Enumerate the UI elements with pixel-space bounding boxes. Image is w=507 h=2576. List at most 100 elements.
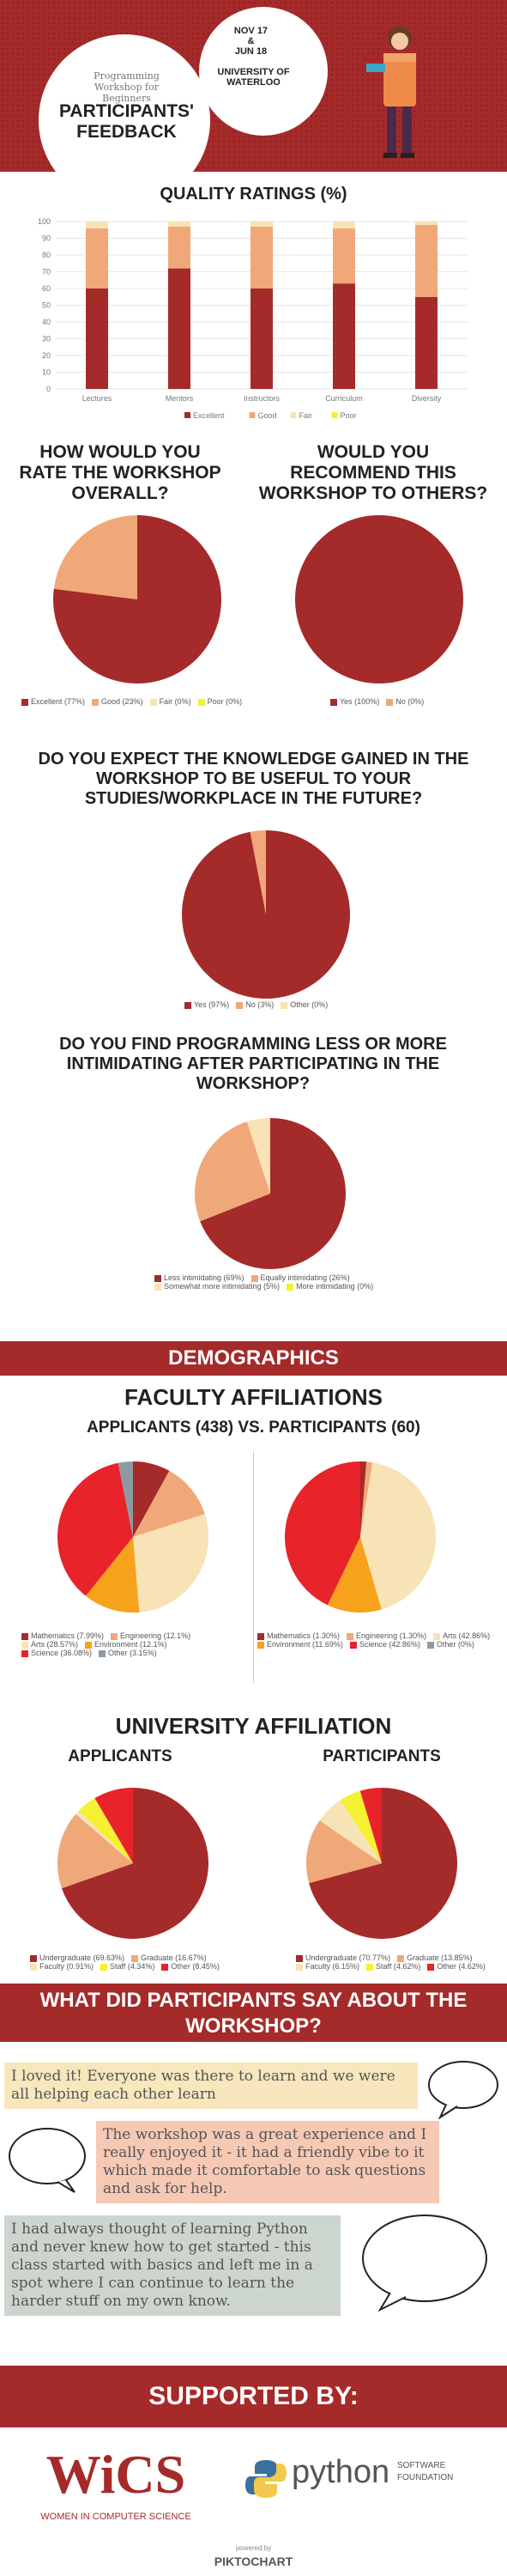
pie-slice [133, 1461, 170, 1537]
legend-label: Staff (4.34%) [110, 1962, 155, 1971]
legend-swatch [366, 1963, 374, 1971]
legend-item: Other (3.15%) [99, 1649, 157, 1657]
pie-slice [250, 830, 266, 914]
legend-swatch [111, 1632, 118, 1640]
y-tick-label: 70 [42, 268, 51, 276]
bar-good [168, 226, 190, 269]
legend-label: Other (0%) [436, 1640, 474, 1649]
legend-item: More intimidating (0%) [287, 1282, 373, 1291]
speech-bubble-icon [9, 2128, 86, 2193]
legend-label: Yes (100%) [340, 697, 380, 706]
bar-good [415, 224, 438, 297]
bar-excellent [86, 289, 108, 389]
legend-label: Less intimidating (69%) [164, 1273, 244, 1282]
legend-swatch [257, 1641, 264, 1649]
useful-title: DO YOU EXPECT THE KNOWLEDGE GAINED IN TH… [38, 750, 469, 808]
legend-label: Somewhat more intimidating (5%) [164, 1282, 281, 1291]
legend-swatch [21, 1641, 28, 1649]
header-university-2: WATERLOO [226, 77, 281, 88]
speech-bubble-icon [362, 2215, 487, 2312]
legend-item: Arts (28.57%) [21, 1640, 78, 1649]
y-tick-label: 50 [42, 301, 51, 310]
x-tick-label: Instructors [244, 394, 281, 403]
pie-slice [359, 1788, 382, 1863]
pie-slice [61, 1788, 209, 1939]
bar-excellent [168, 268, 190, 389]
legend-label: Equally intimidating (26%) [260, 1273, 350, 1282]
legend-label: Environment (12.1%) [94, 1640, 167, 1649]
legend-label: Fair (0%) [159, 697, 191, 706]
legend-label: Yes (97%) [194, 1000, 230, 1009]
legend-label: Mathematics (7.99%) [31, 1631, 105, 1640]
wics-logo-text: WiCS [45, 2444, 186, 2505]
legend-swatch [296, 1954, 303, 1962]
legend-label: Graduate (13.85%) [407, 1953, 473, 1962]
legend-swatch [397, 1954, 405, 1962]
legend-item: Other (0%) [281, 1000, 328, 1009]
quote-1: I loved it! Everyone was there to learn … [4, 2063, 418, 2109]
legend-item: Arts (42.86%) [433, 1631, 490, 1640]
legend-swatch [184, 1001, 191, 1009]
faculty-applicants-pie [57, 1461, 209, 1613]
bar-fair [86, 222, 108, 228]
legend-swatch [92, 698, 100, 706]
legend-swatch [149, 698, 157, 706]
legend-label: Poor [341, 411, 357, 420]
header-date-1: NOV 17 [233, 26, 269, 36]
legend-label: More intimidating (0%) [296, 1282, 374, 1291]
legend-swatch [290, 412, 297, 418]
x-tick-label: Mentors [166, 394, 194, 403]
legend-label: Other (4.62%) [437, 1962, 486, 1971]
legend-label: Arts (28.57%) [31, 1640, 79, 1649]
legend-item: Environment (12.1%) [85, 1640, 167, 1649]
title-circle [39, 34, 210, 206]
intimidating-title: DO YOU FIND PROGRAMMING LESS OR MORE INT… [59, 1035, 447, 1093]
legend-item: Yes (97%) [184, 1000, 229, 1009]
legend-item: Graduate (13.85%) [397, 1953, 473, 1962]
bar-excellent [415, 296, 438, 389]
legend-item: Science (36.08%) [21, 1649, 92, 1657]
pie-slice [319, 1800, 382, 1863]
pie-slice [78, 1798, 133, 1863]
y-tick-label: 10 [42, 368, 51, 377]
supported-banner: SUPPORTED BY: [0, 2366, 507, 2427]
y-tick-label: 20 [42, 351, 51, 360]
legend-swatch [257, 1632, 264, 1640]
header-title-line1: PARTICIPANTS' [58, 101, 195, 121]
pie-slice [295, 515, 463, 683]
pie-slice [200, 1118, 346, 1269]
pie-slice [360, 1461, 373, 1537]
legend-swatch [287, 1283, 294, 1291]
y-tick-label: 100 [38, 217, 51, 226]
legend-swatch [21, 698, 28, 706]
legend-item: Undergraduate (70.77%) [296, 1953, 390, 1962]
header-university-1: UNIVERSITY OF [217, 67, 290, 77]
powered-by-label: powered by [235, 2544, 272, 2552]
applicants-title: APPLICANTS [68, 1747, 172, 1765]
y-tick-label: 60 [42, 284, 51, 293]
legend-item: Mathematics (7.99%) [21, 1631, 104, 1640]
legend-swatch [250, 1274, 258, 1282]
legend-item: No (0%) [386, 697, 424, 706]
legend-label: Good [258, 411, 277, 420]
psf-caption-2: FOUNDATION [397, 2473, 454, 2482]
university-participants-legend: Undergraduate (70.77%) Graduate (13.85%) F… [296, 1953, 506, 1971]
university-applicants-legend: Undergraduate (69.63%) Graduate (16.67%) F… [30, 1953, 253, 1971]
legend-item: Good (23%) [92, 697, 143, 706]
header-title-line2: FEEDBACK [76, 122, 177, 142]
legend-label: Science (42.86%) [359, 1640, 420, 1649]
quality-ratings-title: QUALITY RATINGS (%) [160, 185, 347, 204]
pie-slice [360, 1461, 367, 1537]
legend-item: Excellent (77%) [21, 697, 85, 706]
university-participants-pie [306, 1788, 457, 1939]
bar-fair [168, 222, 190, 227]
legend-item: Staff (4.34%) [100, 1962, 154, 1971]
bar-fair [415, 222, 438, 225]
legend-swatch [281, 1001, 288, 1009]
header-date-amp: & [247, 36, 255, 46]
legend-swatch [100, 1963, 108, 1971]
pie-slice [53, 515, 137, 599]
legend-label: Poor (0%) [207, 697, 243, 706]
pie-slice [306, 1820, 382, 1884]
legend-label: Staff (4.62%) [376, 1962, 421, 1971]
